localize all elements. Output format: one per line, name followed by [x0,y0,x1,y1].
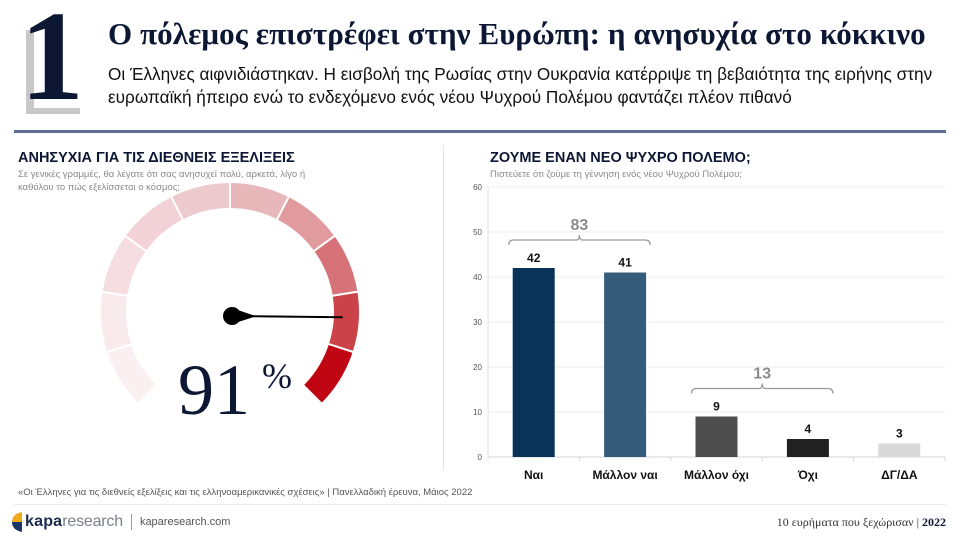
x-category-label: ΔΓ/ΔΑ [881,468,918,482]
sum-label: 13 [753,366,771,383]
gauge-needle [223,307,343,325]
bar-value-label: 41 [618,256,632,270]
x-category-label: Μάλλον όχι [684,468,749,482]
logo: kapa research kaparesearch.com [10,512,230,532]
gauge-unit: % [262,356,292,396]
gauge-value: 91 [178,350,250,430]
sum-bracket [690,383,834,394]
logo-brand: kapa [25,513,63,530]
gauge-segment [169,180,231,222]
bar-chart: 0 10 20 30 40 50 60 42 Ναι 41 Μάλλον ναι 9 Μάλλον ό… [473,183,946,482]
y-tick-label: 10 [473,408,482,417]
bar-value-label: 42 [527,251,541,265]
y-tick-label: 20 [473,363,482,372]
series-year: 2022 [922,515,946,529]
logo-mark-icon [10,512,22,532]
bar-value-label: 4 [805,422,812,436]
series-label: 10 ευρήματα που ξεχώρισαν | 2022 [776,515,946,529]
series-title: 10 ευρήματα που ξεχώρισαν [776,515,914,529]
y-tick-label: 60 [473,183,482,192]
y-tick-label: 30 [473,318,482,327]
page-subtitle: Οι Έλληνες αιφνιδιάστηκαν. Η εισβολή της… [108,64,933,107]
gauge-question: Σε γενικές γραμμές, θα λέγατε ότι σας αν… [18,169,306,193]
x-category-label: Ναι [524,468,543,482]
x-category-label: Όχι [797,468,818,482]
sum-label: 83 [571,217,589,234]
bar-section-title: ΖΟΥΜΕ ΕΝΑΝ ΝΕΟ ΨΥΧΡΟ ΠΟΛΕΜΟ; [490,150,751,166]
section-divider [443,145,444,470]
gauge-segment [99,290,134,354]
y-tick-label: 0 [478,453,483,462]
header-divider [14,130,946,133]
footer-divider [14,504,946,505]
number-shadow-base [26,108,80,114]
website-link[interactable]: kaparesearch.com [139,516,231,528]
bar [512,268,555,457]
bar [604,272,647,457]
finding-number: 1 [20,0,84,127]
logo-brand-suffix: research [62,513,123,530]
bar-value-label: 3 [896,427,903,441]
bar [786,439,829,457]
number-shadow [26,30,34,110]
bar [695,416,738,457]
x-category-label: Μάλλον ναι [592,468,657,482]
sum-bracket [508,234,651,246]
bar [878,443,921,457]
y-tick-label: 40 [473,273,482,282]
gauge-segment [301,342,355,406]
logo-separator [130,514,132,530]
gauge-segment [105,342,159,406]
gauge-section-title: ΑΝΗΣΥΧΙΑ ΓΙΑ ΤΙΣ ΔΙΕΘΝΕΙΣ ΕΞΕΛΙΞΕΙΣ [18,150,295,166]
bar-value-label: 9 [713,400,720,414]
y-tick-label: 50 [473,228,482,237]
source-note: «Οι Έλληνες για τις διεθνείς εξελίξεις κ… [18,487,473,498]
gauge-segment [326,290,361,354]
gauge-chart: 91 % [99,180,361,430]
page-title: Ο πόλεμος επιστρέφει στην Ευρώπη: η ανησ… [108,16,926,51]
bar-question: Πιστεύετε ότι ζούμε τη γέννηση ενός νέου… [490,169,742,180]
